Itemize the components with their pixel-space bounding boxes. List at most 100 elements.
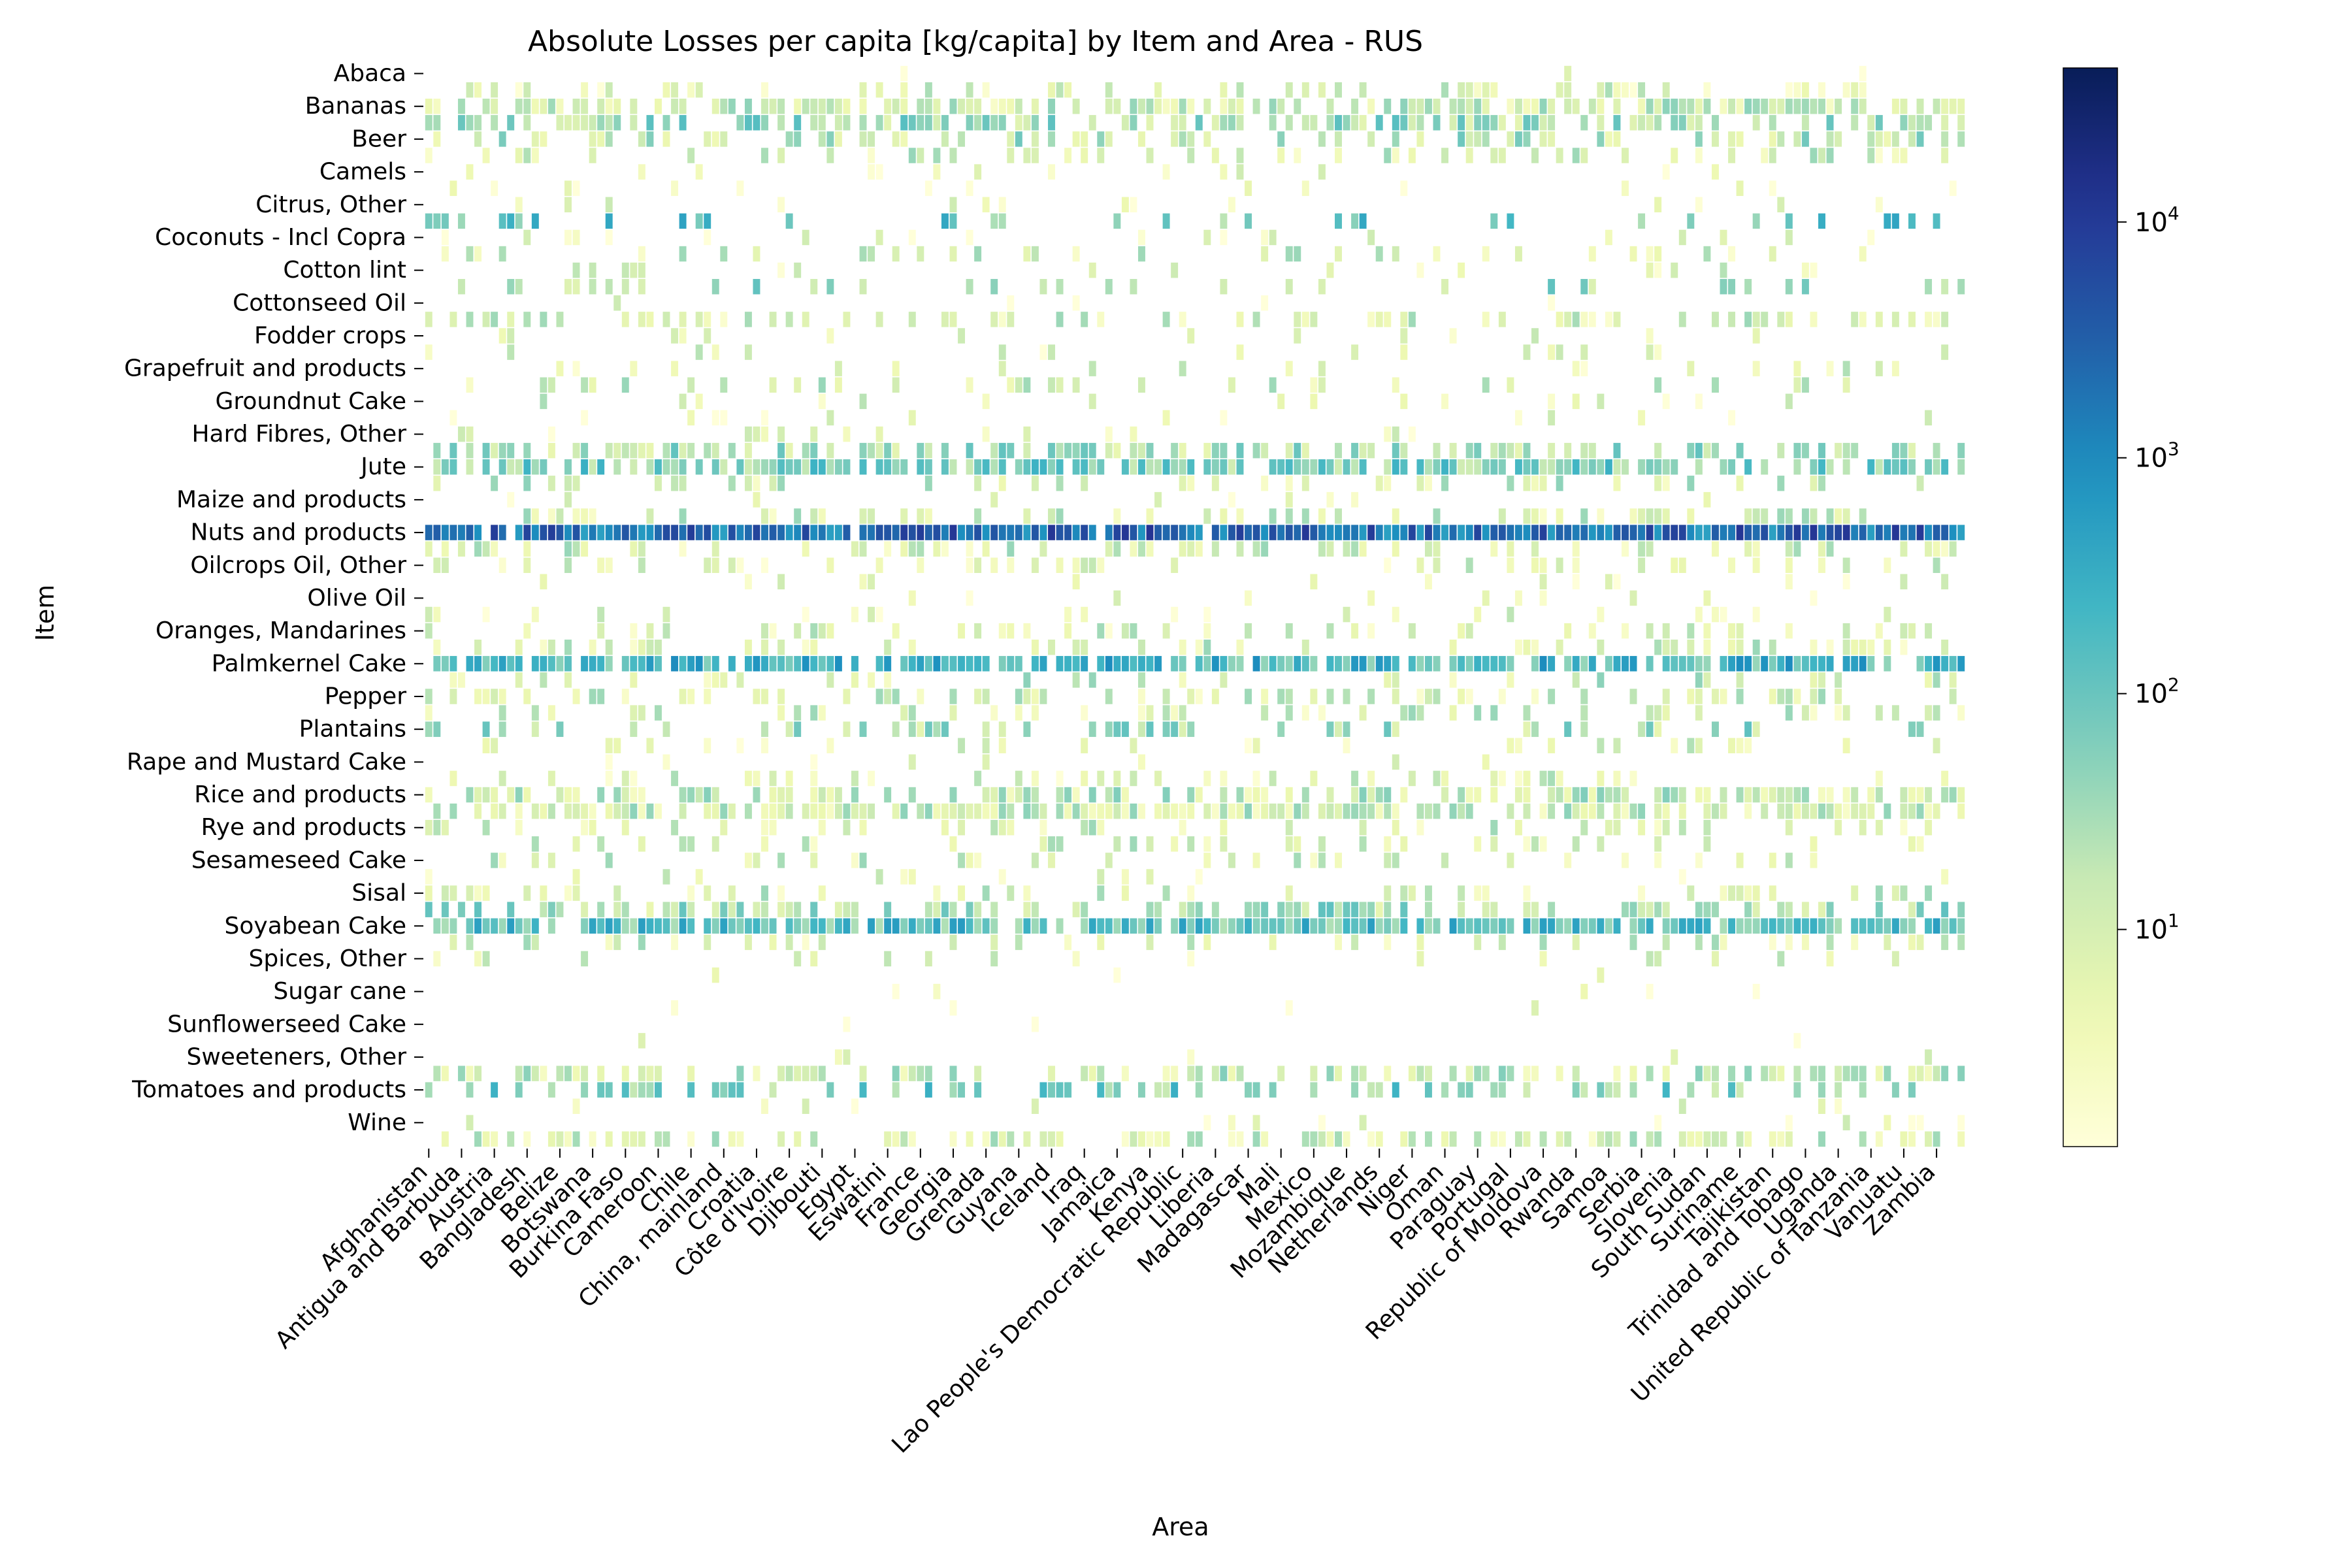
- heatmap-cell: [704, 328, 711, 344]
- heatmap-cell: [1474, 131, 1482, 147]
- heatmap-cell: [810, 442, 818, 459]
- heatmap-cell: [1162, 410, 1170, 426]
- heatmap-cell: [1056, 377, 1064, 393]
- heatmap-cell: [1400, 918, 1408, 934]
- heatmap-cell: [868, 148, 875, 163]
- heatmap-cell: [1687, 525, 1695, 540]
- heatmap-cell: [523, 541, 531, 557]
- heatmap-cell: [777, 689, 785, 704]
- heatmap-cell: [597, 902, 605, 917]
- heatmap-cell: [638, 312, 645, 327]
- heatmap-cell: [1236, 344, 1244, 360]
- heatmap-cell: [810, 508, 818, 524]
- heatmap-cell: [1458, 262, 1465, 278]
- heatmap-cell: [1957, 803, 1965, 819]
- heatmap-cell: [1818, 98, 1825, 114]
- heatmap-cell: [466, 656, 474, 672]
- heatmap-cell: [1662, 476, 1670, 491]
- heatmap-cell: [1351, 803, 1359, 819]
- heatmap-cell: [1490, 918, 1498, 934]
- heatmap-cell: [1908, 459, 1916, 475]
- heatmap-cell: [1367, 312, 1375, 327]
- heatmap-cell: [1285, 656, 1293, 672]
- heatmap-cell: [1588, 459, 1596, 475]
- heatmap-cell: [1801, 934, 1809, 951]
- heatmap-cell: [449, 770, 457, 787]
- heatmap-cell: [1564, 656, 1572, 672]
- heatmap-cell: [1801, 131, 1809, 147]
- heatmap-cell: [924, 525, 932, 540]
- heatmap-cell: [859, 393, 867, 410]
- heatmap-cell: [1072, 639, 1080, 655]
- heatmap-cell: [1458, 803, 1465, 819]
- heatmap-cell: [1646, 721, 1654, 737]
- heatmap-cell: [924, 918, 932, 934]
- heatmap-cell: [1187, 525, 1195, 540]
- heatmap-cell: [1810, 262, 1818, 278]
- heatmap-cell: [1531, 328, 1539, 344]
- heatmap-cell: [1228, 656, 1235, 672]
- heatmap-cell: [605, 934, 613, 951]
- heatmap-cell: [1728, 557, 1736, 574]
- heatmap-cell: [884, 672, 892, 688]
- heatmap-cell: [884, 459, 892, 475]
- heatmap-cell: [1490, 705, 1498, 721]
- heatmap-cell: [1818, 672, 1825, 688]
- heatmap-cell: [1851, 98, 1859, 114]
- heatmap-cell: [1310, 312, 1318, 327]
- heatmap-cell: [1507, 606, 1514, 623]
- heatmap-cell: [769, 819, 777, 836]
- heatmap-cell: [1211, 115, 1219, 131]
- heatmap-cell: [1023, 525, 1031, 540]
- heatmap-cell: [1736, 442, 1744, 459]
- heatmap-cell: [1761, 312, 1769, 327]
- heatmap-cell: [1252, 98, 1260, 114]
- heatmap-cell: [990, 98, 998, 114]
- heatmap-cell: [1064, 787, 1072, 803]
- heatmap-cell: [1875, 918, 1883, 934]
- heatmap-cell: [474, 541, 482, 557]
- heatmap-cell: [581, 98, 589, 114]
- heatmap-cell: [1072, 98, 1080, 114]
- heatmap-cell: [547, 476, 555, 491]
- heatmap-cell: [1671, 148, 1678, 163]
- heatmap-cell: [1171, 705, 1179, 721]
- heatmap-cell: [900, 459, 908, 475]
- heatmap-cell: [1081, 459, 1088, 475]
- heatmap-cell: [958, 853, 966, 868]
- heatmap-cell: [515, 819, 523, 836]
- heatmap-cell: [1203, 442, 1211, 459]
- heatmap-cell: [556, 312, 564, 327]
- heatmap-cell: [1408, 656, 1416, 672]
- heatmap-cell: [1744, 541, 1752, 557]
- heatmap-cell: [1744, 738, 1752, 754]
- heatmap-cell: [1687, 918, 1695, 934]
- heatmap-cell: [1916, 476, 1924, 491]
- heatmap-cell: [1351, 1066, 1359, 1081]
- heatmap-cell: [425, 623, 433, 639]
- heatmap-cell: [1138, 131, 1145, 147]
- heatmap-cell: [1572, 393, 1580, 410]
- heatmap-cell: [1514, 1131, 1522, 1147]
- heatmap-cell: [1572, 1082, 1580, 1098]
- heatmap-cell: [1564, 803, 1572, 819]
- heatmap-cell: [1662, 623, 1670, 639]
- heatmap-cell: [1622, 541, 1629, 557]
- heatmap-cell: [1851, 639, 1859, 655]
- heatmap-cell: [933, 98, 941, 114]
- heatmap-cell: [1900, 918, 1908, 934]
- heatmap-cell: [1867, 656, 1875, 672]
- heatmap-cell: [646, 525, 654, 540]
- heatmap-cell: [711, 344, 719, 360]
- heatmap-cell: [958, 918, 966, 934]
- heatmap-cell: [1465, 442, 1473, 459]
- heatmap-cell: [1138, 541, 1145, 557]
- heatmap-cell: [1720, 278, 1727, 295]
- heatmap-cell: [1105, 1082, 1113, 1098]
- heatmap-cell: [474, 82, 482, 98]
- heatmap-cell: [785, 787, 793, 803]
- heatmap-cell: [1449, 705, 1457, 721]
- heatmap-cell: [1408, 705, 1416, 721]
- heatmap-cell: [1392, 525, 1399, 540]
- heatmap-cell: [482, 148, 490, 163]
